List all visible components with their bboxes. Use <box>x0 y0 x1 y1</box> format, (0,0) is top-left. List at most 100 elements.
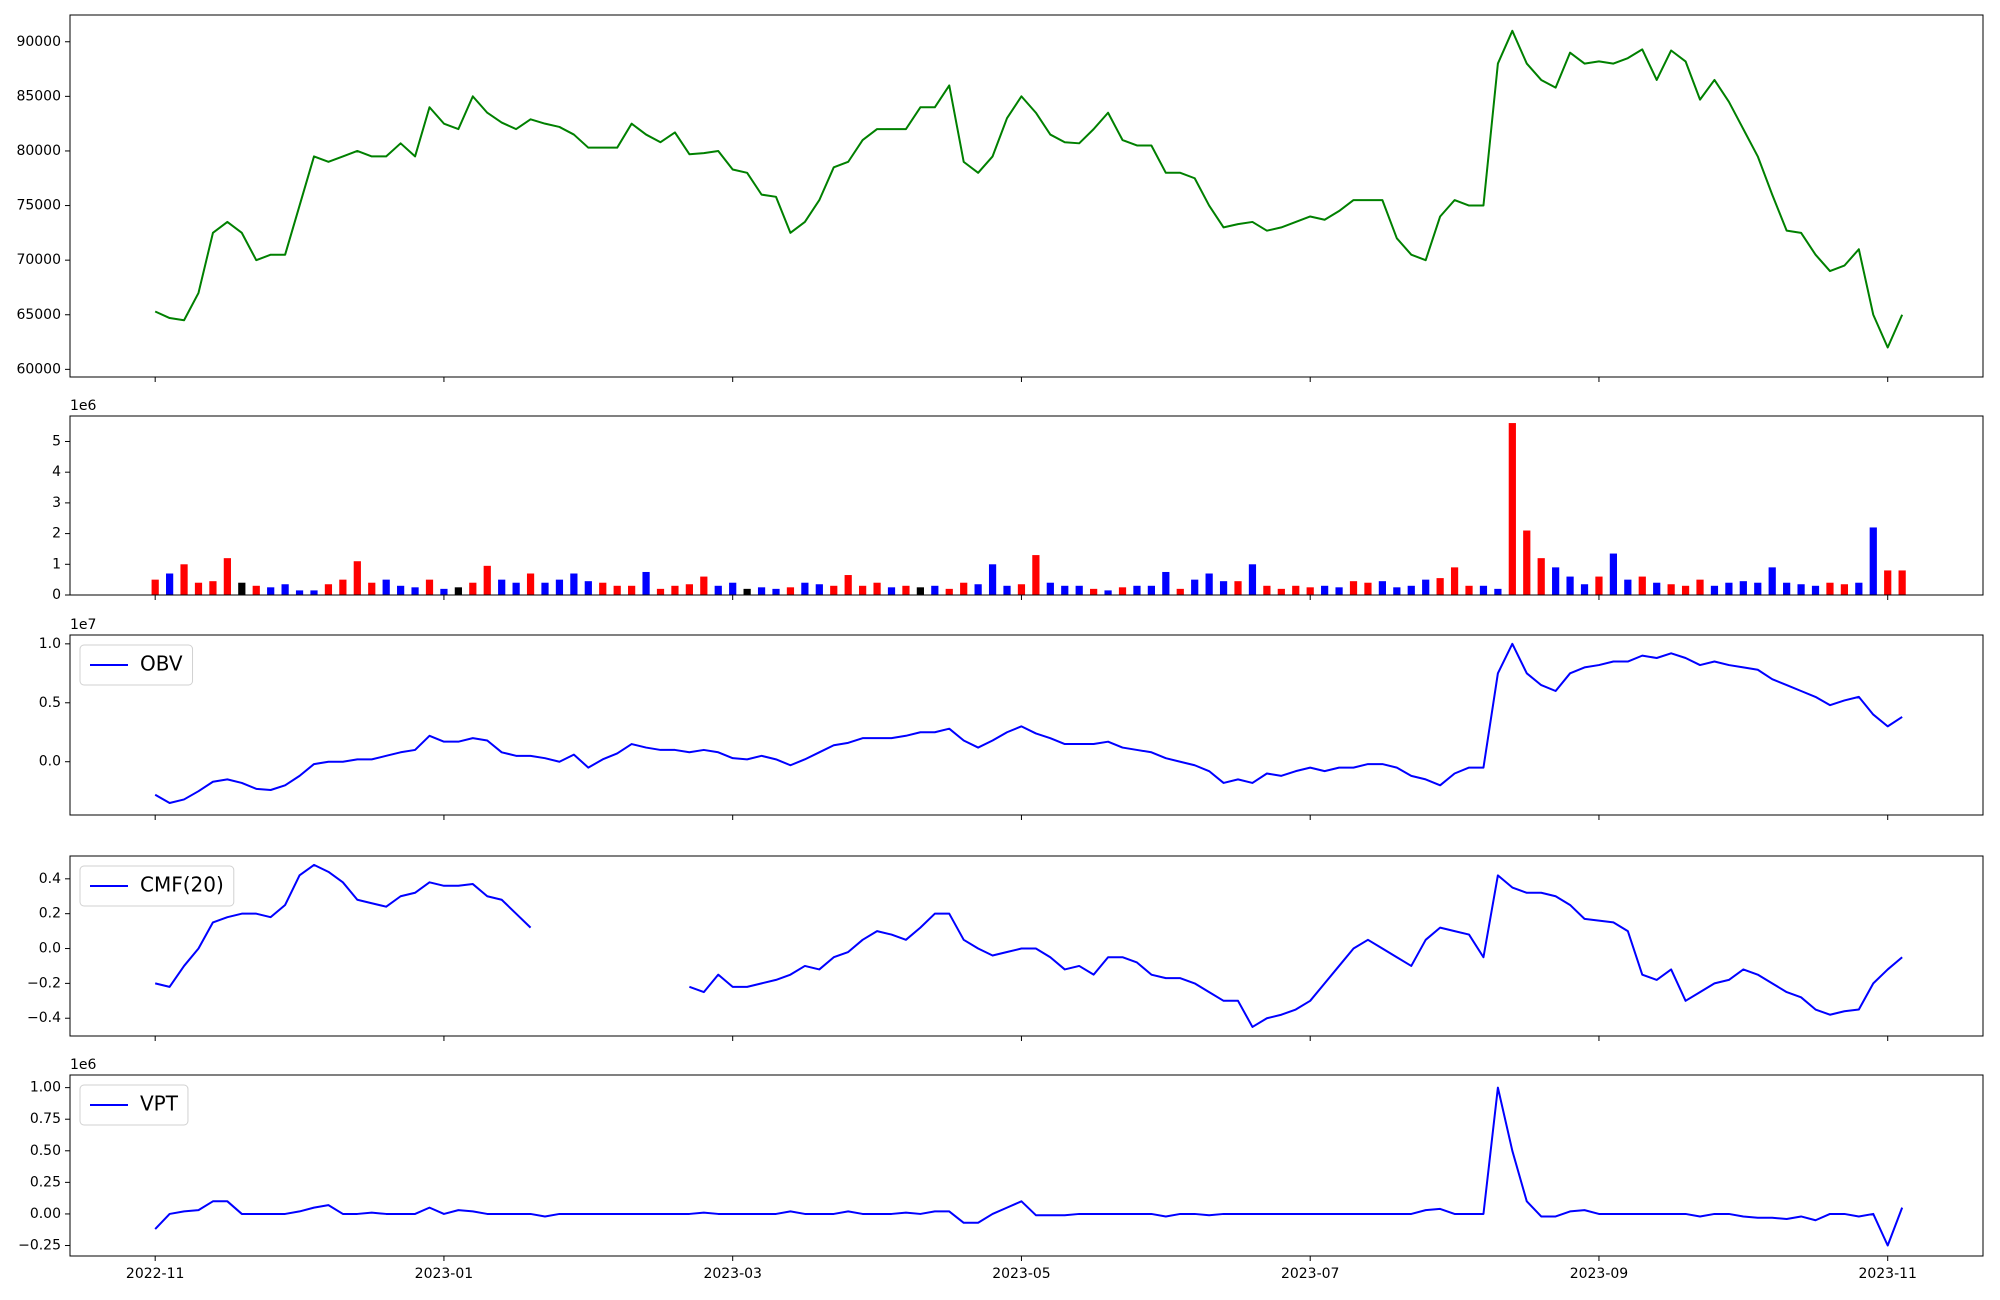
bar <box>1436 578 1444 595</box>
panel: 0 1 2 3 4 5 1e6 <box>52 398 1984 603</box>
axis-offset-label: 1e6 <box>70 1057 97 1073</box>
bar <box>1710 585 1719 595</box>
y-tick-label: 75000 <box>16 198 61 214</box>
y-tick-label: 0.75 <box>30 1111 61 1127</box>
bar <box>642 571 650 595</box>
bar <box>1696 579 1704 595</box>
bar <box>324 584 333 595</box>
bar <box>1450 567 1459 595</box>
bar <box>1234 581 1242 595</box>
y-tick-label: −0.4 <box>27 1010 61 1026</box>
bar <box>194 582 203 595</box>
bar <box>830 585 838 595</box>
bar <box>555 579 564 595</box>
bar <box>743 588 751 595</box>
bar <box>1075 585 1083 595</box>
panel: 0.0 0.5 1.0 1e7 OBV <box>39 617 1984 820</box>
bar <box>238 582 246 595</box>
bar <box>945 588 953 595</box>
bar <box>960 582 968 595</box>
bar <box>1407 585 1415 595</box>
bar <box>1508 423 1516 595</box>
y-tick-label: 0 <box>52 587 61 603</box>
bar <box>469 582 477 595</box>
bar <box>368 582 376 595</box>
legend-label: VPT <box>140 1092 179 1116</box>
y-tick-label: 85000 <box>16 88 61 104</box>
bar <box>1869 527 1877 595</box>
bar <box>151 579 159 595</box>
line <box>154 863 1903 1028</box>
bar <box>1277 588 1285 595</box>
bar <box>772 588 780 595</box>
x-tick-label: 2023-11 <box>1858 1266 1917 1282</box>
bar <box>859 585 867 595</box>
bar <box>1162 571 1170 595</box>
bar <box>1826 582 1834 595</box>
legend-label: CMF(20) <box>140 873 224 897</box>
plot-frame <box>69 855 1984 1037</box>
line <box>154 1086 1904 1247</box>
bar <box>1783 582 1791 595</box>
bar <box>1061 585 1069 595</box>
x-tick-label: 2022-11 <box>126 1266 185 1282</box>
bar <box>902 585 910 595</box>
bar <box>974 584 982 595</box>
axis-offset-label: 1e6 <box>70 398 97 414</box>
bar <box>1422 579 1430 595</box>
bar <box>382 579 390 595</box>
bar <box>1292 585 1300 595</box>
bar <box>1566 576 1574 595</box>
y-tick-label: 0.4 <box>39 871 61 887</box>
panel: −0.4 −0.2 0.0 0.2 0.4 CMF(20) <box>27 855 1984 1041</box>
bar <box>1638 576 1646 595</box>
bar <box>1884 570 1892 595</box>
bar <box>1349 581 1358 595</box>
bar <box>295 590 304 595</box>
y-tick-label: 2 <box>52 526 61 542</box>
x-tick-label: 2023-03 <box>703 1266 762 1282</box>
x-tick-label: 2023-09 <box>1570 1266 1629 1282</box>
bar <box>1624 579 1632 595</box>
y-tick-label: 5 <box>52 433 61 449</box>
bar <box>397 585 405 595</box>
bar <box>1898 570 1906 595</box>
bar <box>815 584 823 595</box>
bar <box>1335 587 1343 595</box>
y-tick-label: 4 <box>52 464 61 480</box>
x-tick-label: 2023-05 <box>992 1266 1051 1282</box>
bar <box>714 585 722 595</box>
bar <box>1855 582 1863 595</box>
bar <box>1667 584 1675 595</box>
bar <box>1017 584 1026 595</box>
bar <box>498 579 506 595</box>
bar <box>454 587 462 595</box>
legend-box <box>79 865 235 907</box>
panel: −0.25 0.00 0.25 0.50 0.75 1.00 2022-11 2023-01 2… <box>18 1057 1984 1282</box>
bar <box>1003 585 1011 595</box>
bar <box>656 588 665 595</box>
bar <box>1725 582 1733 595</box>
y-tick-label: 70000 <box>16 252 61 268</box>
x-tick-label: 2023-01 <box>415 1266 474 1282</box>
bar <box>613 585 621 595</box>
plot-frame <box>69 14 1984 378</box>
bar <box>1191 579 1199 595</box>
y-tick-label: 3 <box>52 495 61 511</box>
bar <box>1032 555 1040 595</box>
bar <box>166 573 174 595</box>
bar <box>353 561 361 595</box>
bar <box>1797 584 1805 595</box>
bar <box>339 579 347 595</box>
y-tick-label: 0.50 <box>30 1143 61 1159</box>
bar <box>252 585 260 595</box>
bar <box>281 584 289 595</box>
bar <box>931 585 939 595</box>
y-tick-label: 0.25 <box>30 1174 61 1190</box>
y-tick-label: 80000 <box>16 143 61 159</box>
y-tick-label: 90000 <box>16 34 61 50</box>
bar <box>1364 582 1372 595</box>
bar <box>1205 573 1213 595</box>
bar <box>1768 567 1776 595</box>
bar <box>873 582 881 595</box>
